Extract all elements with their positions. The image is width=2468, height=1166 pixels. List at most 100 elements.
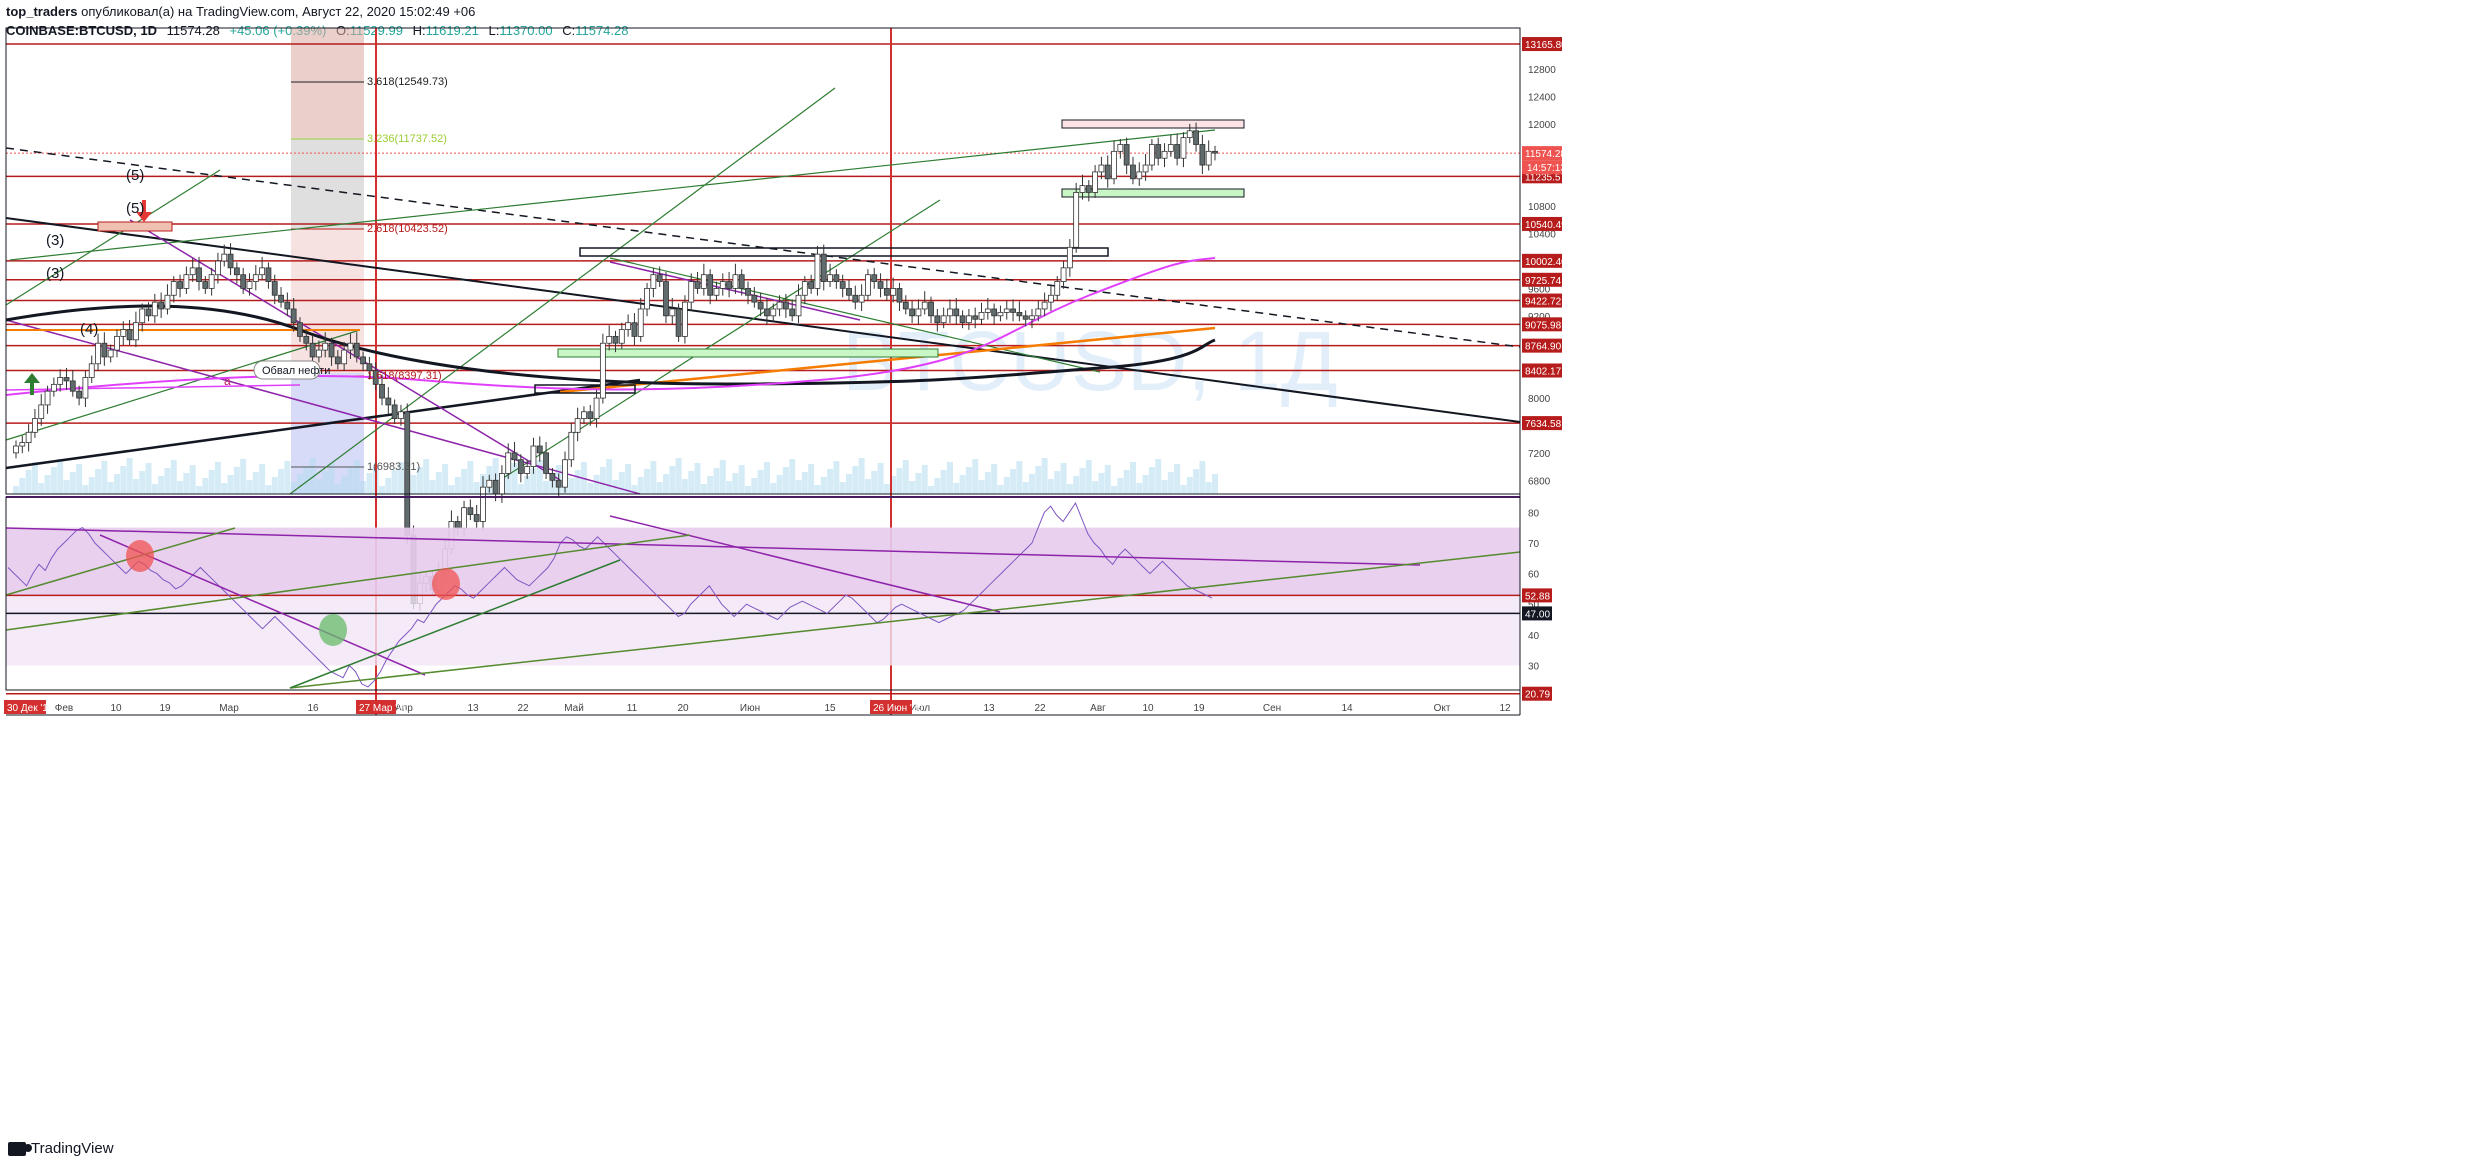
candle-body [1117, 144, 1124, 152]
time-tick-label: Фев [55, 703, 73, 714]
candle-body [25, 431, 32, 444]
osc-level-badge [1522, 588, 1552, 603]
volume-bar [164, 468, 171, 494]
volume-bar [360, 481, 367, 494]
volume-bar [713, 468, 720, 494]
wave-annotation: (3) [46, 265, 64, 282]
price-level-badge [1522, 37, 1562, 52]
candle-body [189, 267, 196, 276]
candle-body [984, 308, 991, 313]
osc-trend-line [609, 515, 1001, 613]
candle-body [19, 442, 26, 447]
volume-bar [423, 459, 430, 494]
candle-body [682, 301, 688, 337]
candle-body [398, 411, 404, 420]
candle-body [499, 473, 505, 495]
volume-bar [707, 476, 714, 494]
candle-body [877, 281, 884, 289]
volume-bar [259, 464, 266, 494]
tradingview-logo[interactable]: TradingView [8, 1140, 114, 1157]
volume-bar [801, 472, 808, 494]
volume-bar [1199, 461, 1206, 494]
candle-body [259, 267, 266, 276]
volume-bar [524, 476, 531, 494]
candle-body [675, 308, 682, 337]
volume-bar [1161, 480, 1168, 494]
candle-body [290, 308, 297, 324]
candle-body [360, 356, 366, 365]
candle-body [530, 445, 537, 467]
volume-bar [1186, 477, 1193, 494]
volume-bar [536, 460, 543, 494]
wave-annotation: (4) [80, 321, 98, 338]
time-tick-label: Июл [910, 703, 930, 714]
candle-body [745, 288, 751, 296]
candle-body [139, 308, 146, 324]
wave-annotation: (5) [126, 200, 144, 217]
volume-bar [656, 482, 663, 494]
volume-bar [909, 481, 916, 494]
candle-body [776, 301, 783, 310]
candle-body [82, 377, 89, 399]
candle-body [713, 288, 720, 296]
price-tick-label: 7200 [1528, 449, 1551, 460]
arrow-up-icon [24, 373, 40, 395]
candle-body [574, 418, 581, 433]
volume-bar [290, 482, 297, 494]
candle-body [303, 335, 310, 344]
symbol-label[interactable]: COINBASE:BTCUSD, 1D [6, 23, 157, 38]
time-tick-label: 10 [1142, 703, 1154, 714]
author-name[interactable]: top_traders [6, 4, 78, 19]
candle-body [909, 308, 915, 317]
publish-line: top_traders опубликовал(а) на TradingVie… [6, 2, 628, 21]
candle-body [991, 308, 998, 317]
time-tick-label: 11 [627, 703, 638, 714]
candle-body [145, 308, 152, 317]
date-highlight-label: 30 Дек '19 [7, 703, 54, 714]
volume-bar [1079, 468, 1086, 494]
candle-body [151, 301, 158, 317]
volume-bar [738, 465, 745, 494]
volume-bar [688, 471, 695, 494]
volume-bar [864, 479, 871, 494]
current-price-badge [1522, 146, 1562, 161]
fib-zone-mid [291, 138, 364, 228]
volume-bar [1155, 459, 1162, 494]
osc-level-label: 52.88 [1525, 591, 1550, 602]
time-tick-label: Авг [1090, 703, 1106, 714]
volume-bar [644, 469, 651, 494]
volume-bar [214, 462, 221, 494]
candle-body [1003, 308, 1010, 313]
candle-body [221, 253, 228, 262]
osc-highlight-marker [319, 614, 347, 646]
volume-bar [902, 460, 909, 494]
volume-bar [972, 459, 979, 494]
range-zone [579, 247, 1109, 257]
volume-bar [233, 467, 240, 494]
volume-bar [631, 485, 638, 494]
candle-body [240, 274, 247, 289]
volume-bar [1142, 475, 1149, 494]
close-value: 11574.28 [575, 23, 629, 38]
candle-body [562, 459, 568, 488]
time-tick-label: 13 [467, 703, 479, 714]
volume-bar [669, 466, 676, 494]
candle-body [322, 342, 329, 351]
volume-bar [57, 459, 64, 494]
candle-body [341, 349, 348, 365]
volume-bar [732, 473, 739, 494]
candle-body [959, 315, 966, 324]
candle-body [934, 315, 941, 324]
volume-bar [618, 472, 625, 494]
trend-line [559, 326, 1216, 394]
volume-bar [227, 475, 234, 494]
candle-body [271, 281, 278, 296]
fib-zone-top [291, 28, 364, 138]
candle-body [618, 329, 625, 344]
volume-bar [1041, 458, 1048, 494]
volume-bar [871, 471, 878, 494]
volume-bar [353, 460, 360, 494]
candle-body [492, 479, 499, 495]
candle-body [511, 452, 518, 461]
